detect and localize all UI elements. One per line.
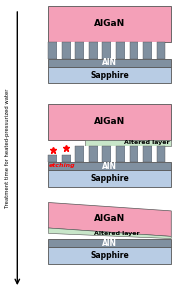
Text: Sapphire: Sapphire xyxy=(90,251,129,260)
Bar xyxy=(152,42,157,58)
Bar xyxy=(48,170,171,187)
Bar xyxy=(48,6,171,42)
Bar xyxy=(89,146,98,162)
Bar xyxy=(84,42,89,58)
Polygon shape xyxy=(48,202,171,236)
Bar xyxy=(62,42,71,58)
Polygon shape xyxy=(48,228,171,238)
Bar xyxy=(157,146,165,162)
Text: AlN: AlN xyxy=(102,238,117,247)
Bar xyxy=(48,247,171,264)
Bar xyxy=(125,146,130,162)
Bar xyxy=(48,42,57,58)
Bar xyxy=(48,155,57,162)
Bar xyxy=(138,146,143,162)
Bar xyxy=(98,42,102,58)
Bar xyxy=(71,42,75,58)
Bar xyxy=(116,146,125,162)
Bar xyxy=(116,42,125,58)
Bar xyxy=(130,42,138,58)
Text: AlN: AlN xyxy=(102,58,117,67)
Bar xyxy=(102,146,111,162)
Bar xyxy=(111,146,116,162)
Text: AlGaN: AlGaN xyxy=(94,20,125,28)
Bar xyxy=(85,140,171,146)
Text: Treatment time for heated-pressurized water: Treatment time for heated-pressurized wa… xyxy=(5,89,10,208)
Bar xyxy=(48,162,171,170)
Bar xyxy=(98,146,102,162)
Bar xyxy=(111,42,116,58)
Bar xyxy=(89,42,98,58)
Bar xyxy=(102,42,111,58)
Bar xyxy=(130,146,138,162)
Bar xyxy=(152,146,157,162)
Bar xyxy=(48,103,171,140)
Text: Sapphire: Sapphire xyxy=(90,174,129,183)
Bar xyxy=(143,42,152,58)
Bar xyxy=(57,42,62,58)
Text: etching: etching xyxy=(49,163,75,168)
Bar xyxy=(143,146,152,162)
Text: Altered layer: Altered layer xyxy=(94,231,140,236)
Bar xyxy=(62,155,71,162)
Bar xyxy=(75,146,84,162)
Bar xyxy=(138,42,143,58)
Bar xyxy=(75,42,84,58)
Bar xyxy=(125,42,130,58)
Text: AlGaN: AlGaN xyxy=(94,214,125,223)
Bar xyxy=(57,146,62,162)
Bar xyxy=(157,42,165,58)
Bar xyxy=(48,58,171,67)
Bar xyxy=(84,146,89,162)
Text: AlGaN: AlGaN xyxy=(94,117,125,126)
Text: Altered layer: Altered layer xyxy=(124,140,170,145)
Text: AlN: AlN xyxy=(102,162,117,171)
Bar xyxy=(48,239,171,247)
Bar xyxy=(71,146,75,162)
Text: Sapphire: Sapphire xyxy=(90,71,129,80)
Bar xyxy=(48,67,171,83)
